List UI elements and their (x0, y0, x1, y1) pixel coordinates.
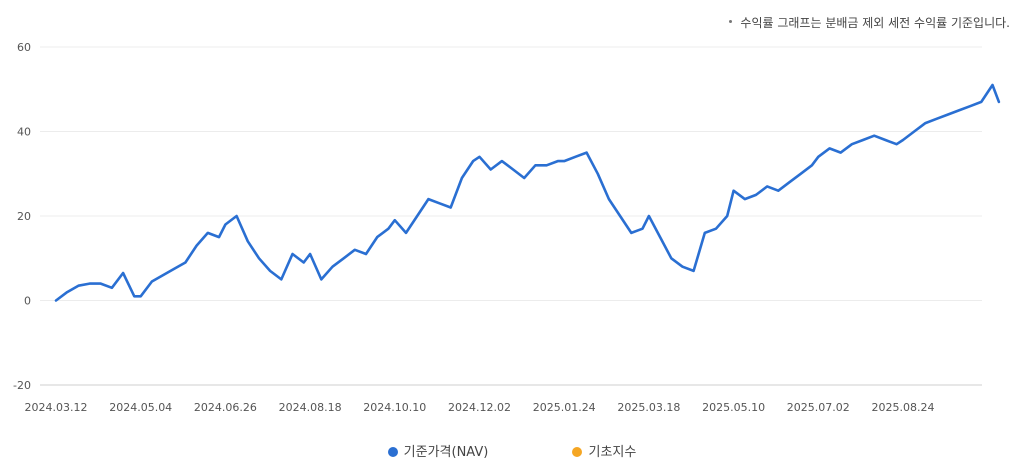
series-line-0 (54, 83, 1001, 302)
legend-item-nav[interactable]: 기준가격(NAV) (387, 441, 489, 460)
x-tick-label: 2024.05.04 (109, 401, 172, 414)
x-tick-label: 2024.06.26 (194, 401, 257, 414)
legend-nav-label: 기준가격(NAV) (403, 445, 489, 460)
y-tick-label: 0 (24, 295, 31, 308)
line-chart: 60 40 20 0 -20 2024.03.12 2024.05.04 2024.06.2… (13, 41, 1001, 414)
note-text: 수익률 그래프는 분배금 제외 세전 수익률 기준입니다. (740, 16, 1010, 30)
y-tick-label: 20 (17, 210, 31, 223)
y-tick-label: 40 (17, 126, 31, 139)
x-tick-label: 2025.05.10 (702, 401, 765, 414)
chart-note: 수익률 그래프는 분배금 제외 세전 수익률 기준입니다. (729, 14, 1010, 31)
bullet-icon (729, 20, 733, 23)
x-tick-label: 2025.08.24 (872, 401, 935, 414)
x-tick-label: 2024.03.12 (25, 401, 88, 414)
grid-lines (40, 46, 982, 386)
legend-index-label: 기초지수 (588, 445, 637, 460)
x-tick-label: 2025.03.18 (617, 401, 680, 414)
series-lines (54, 83, 1001, 302)
y-tick-label: 60 (17, 41, 31, 54)
x-axis-labels: 2024.03.12 2024.05.04 2024.06.26 2024.08.18… (25, 401, 935, 414)
x-tick-label: 2025.07.02 (787, 401, 850, 414)
legend-index-dot-icon (572, 446, 583, 457)
chart-legend: 기준가격(NAV) 기초지수 (0, 441, 1024, 460)
legend-nav-dot-icon (387, 446, 398, 457)
x-tick-label: 2024.12.02 (448, 401, 511, 414)
y-axis-labels: 60 40 20 0 -20 (13, 41, 31, 392)
x-tick-label: 2024.08.18 (279, 401, 342, 414)
x-tick-label: 2025.01.24 (533, 401, 596, 414)
legend-item-index[interactable]: 기초지수 (572, 441, 636, 460)
y-tick-label: -20 (13, 379, 31, 392)
x-tick-label: 2024.10.10 (363, 401, 426, 414)
